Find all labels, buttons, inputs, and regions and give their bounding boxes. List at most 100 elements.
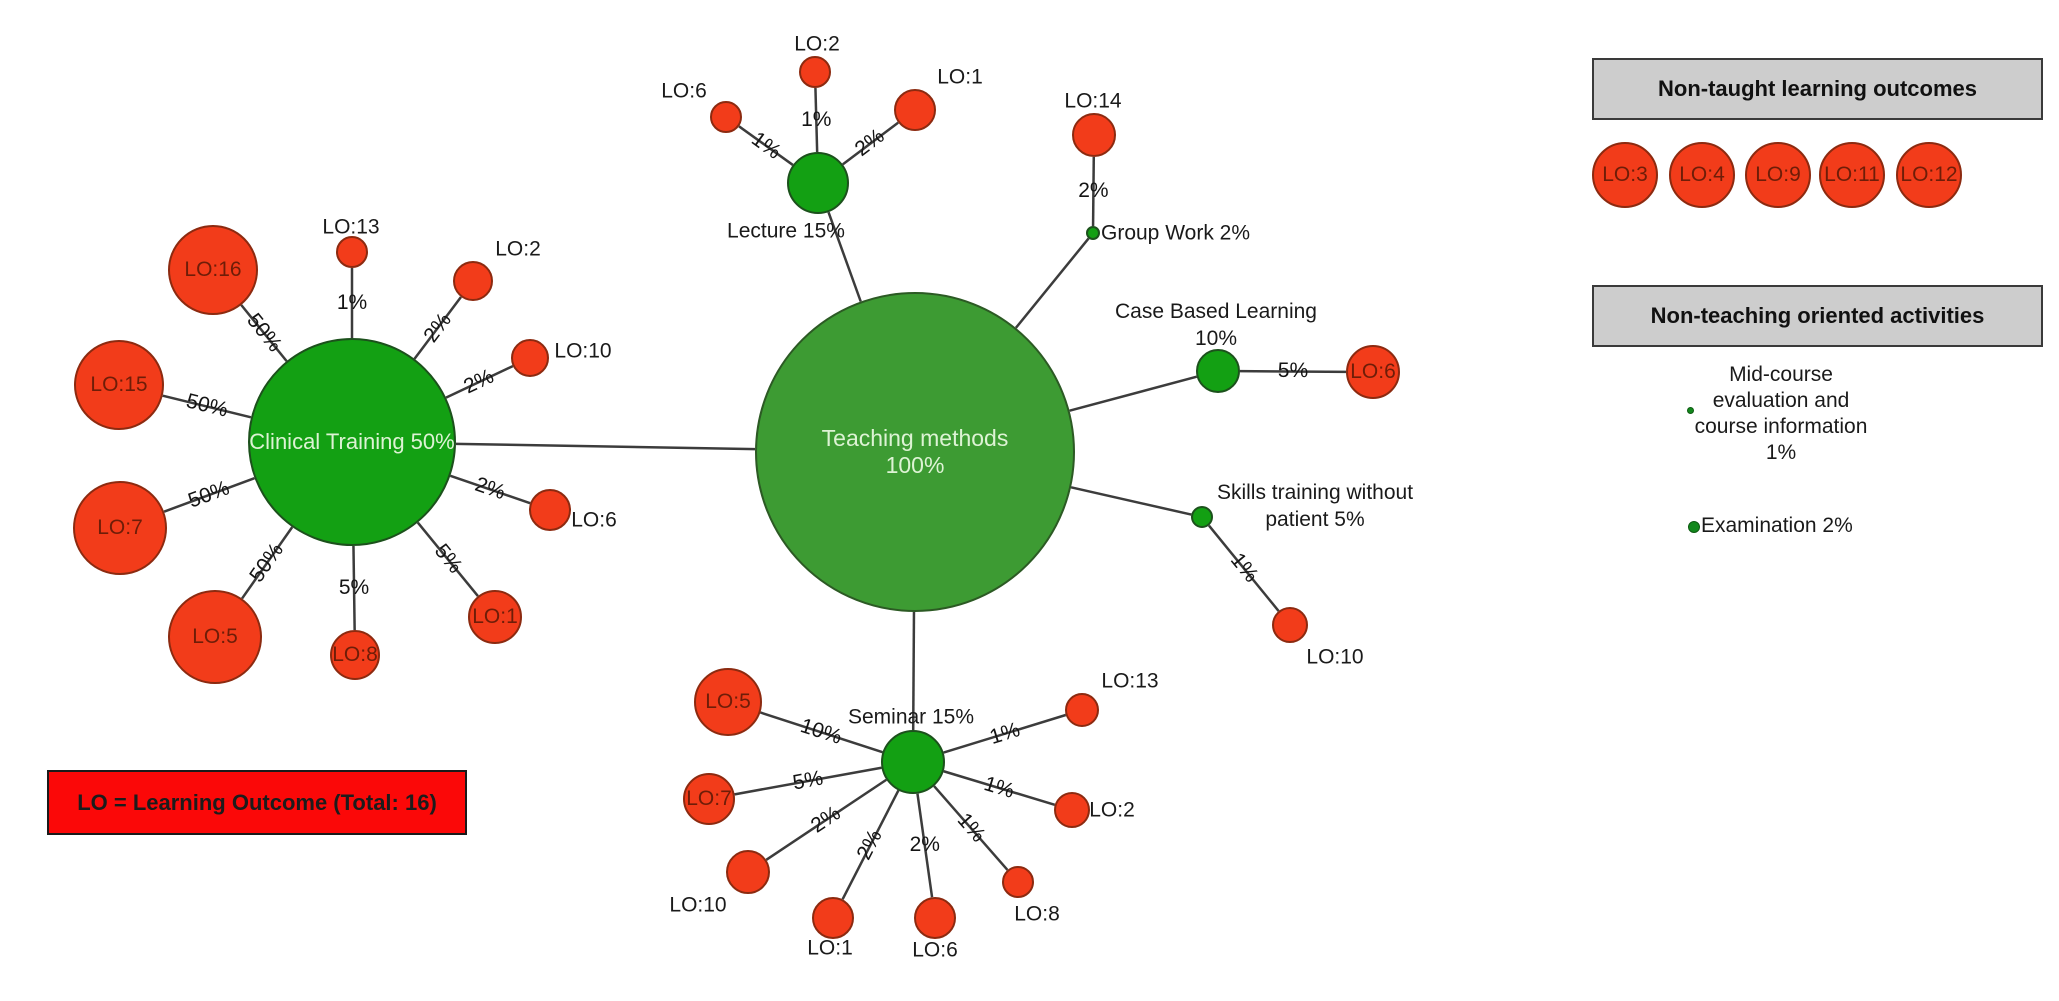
node-label-s13: LO:13 <box>1101 668 1158 695</box>
edge-label-seminar-s6: 2% <box>909 833 940 857</box>
edge-clinical-c16 <box>240 304 288 362</box>
edge-seminar-s10 <box>765 778 888 861</box>
node-teaching: Teaching methods 100% <box>755 292 1075 612</box>
midcourse-line-2: evaluation and <box>1712 389 1850 412</box>
node-s7: LO:7 <box>683 773 735 825</box>
node-label-line: LO:6 <box>912 938 958 962</box>
node-label-groupwork: Group Work 2% <box>1101 220 1250 247</box>
node-label-line: LO:1 <box>807 936 853 960</box>
node-cb6: LO:6 <box>1346 345 1400 399</box>
node-label-le6: LO:6 <box>661 78 707 105</box>
node-c1: LO:1 <box>468 590 522 644</box>
node-s6 <box>914 897 956 939</box>
node-c16: LO:16 <box>168 225 258 315</box>
edge-seminar-s5 <box>759 711 883 754</box>
node-inside-label: 100% <box>885 452 945 478</box>
node-label-skills: Skills training without patient 5% <box>1217 479 1413 533</box>
edge-seminar-s7 <box>734 766 882 796</box>
midcourse-line-3: course information <box>1694 415 1868 438</box>
node-clinical: Clinical Training 50% <box>248 338 456 546</box>
midcourse-line-4: 1% <box>1765 441 1797 464</box>
edge-teaching-lecture <box>827 211 862 302</box>
legend-circle-label: LO:9 <box>1755 162 1801 186</box>
edge-seminar-s1 <box>841 789 900 900</box>
node-label-s1: LO:1 <box>807 935 853 962</box>
node-casebased <box>1196 349 1240 393</box>
node-label-lecture: Lecture 15% <box>727 218 845 245</box>
node-label-line: LO:14 <box>1064 89 1122 113</box>
node-le1 <box>894 89 936 131</box>
edge-skills-sk10 <box>1207 524 1280 612</box>
edge-label-casebased-cb6: 5% <box>1277 359 1309 383</box>
examination-dot-icon <box>1688 521 1700 533</box>
edge-lecture-le1 <box>842 121 899 166</box>
edge-lecture-le6 <box>738 125 794 166</box>
legend-circle-label: LO:3 <box>1602 162 1648 186</box>
node-s5: LO:5 <box>694 668 762 736</box>
node-inside-label: LO:8 <box>332 642 378 666</box>
edge-label-clinical-c8: 5% <box>338 575 370 599</box>
node-label-le2: LO:2 <box>794 31 840 58</box>
edge-clinical-c6 <box>449 474 531 505</box>
node-sk10 <box>1272 607 1308 643</box>
edge-clinical-c10 <box>445 364 514 399</box>
node-inside-label: LO:15 <box>90 372 148 396</box>
edge-teaching-groupwork <box>1014 237 1090 329</box>
node-c6 <box>529 489 571 531</box>
legend-non-teaching-title: Non-teaching oriented activities <box>1650 303 1985 328</box>
node-inside-label: LO:5 <box>192 624 238 648</box>
node-label-s2: LO:2 <box>1089 797 1135 824</box>
node-s10 <box>726 850 770 894</box>
node-label-line: LO:13 <box>322 215 380 239</box>
node-label-line: Case Based Learning <box>1115 300 1317 323</box>
lo-note-text: LO = Learning Outcome (Total: 16) <box>77 789 437 815</box>
legend-circle-label: LO:4 <box>1679 162 1725 186</box>
edge-clinical-c2 <box>413 296 462 360</box>
node-label-g14: LO:14 <box>1064 88 1121 115</box>
node-s1 <box>812 897 854 939</box>
node-inside-label: LO:1 <box>472 604 518 628</box>
node-label-line: LO:2 <box>1089 798 1135 822</box>
node-label-s8: LO:8 <box>1014 901 1060 928</box>
node-inside-label: Teaching methods <box>821 424 1009 451</box>
node-label-line: LO:1 <box>937 65 983 89</box>
edge-clinical-c7 <box>163 476 255 513</box>
edge-label-lecture-le2: 1% <box>801 108 832 131</box>
edge-lecture-le2 <box>814 87 819 153</box>
edge-teaching-casebased <box>1069 375 1198 412</box>
node-s13 <box>1065 693 1099 727</box>
edge-seminar-s13 <box>943 713 1067 754</box>
edge-clinical-c15 <box>162 394 252 419</box>
legend-circle-lo9: LO:9 <box>1745 142 1811 208</box>
node-g14 <box>1072 113 1116 157</box>
node-c2 <box>453 261 493 301</box>
node-s8 <box>1002 866 1034 898</box>
node-label-line: Skills training without <box>1216 481 1414 504</box>
node-c5: LO:5 <box>168 590 262 684</box>
node-skills <box>1191 506 1213 528</box>
legend-non-teaching-box: Non-teaching oriented activities <box>1592 285 2043 347</box>
edge-clinical-c8 <box>352 545 356 631</box>
edge-seminar-s8 <box>933 785 1009 871</box>
node-inside-label: LO:7 <box>686 786 732 810</box>
midcourse-line-1: Mid-course <box>1729 363 1833 386</box>
node-seminar <box>881 730 945 794</box>
edge-seminar-s2 <box>943 770 1056 806</box>
node-label-c6: LO:6 <box>571 507 617 534</box>
node-c8: LO:8 <box>330 630 380 680</box>
node-label-c10: LO:10 <box>554 338 611 365</box>
node-label-line: Lecture 15% <box>727 219 845 243</box>
legend-non-taught-title: Non-taught learning outcomes <box>1658 76 1977 101</box>
edge-groupwork-g14 <box>1091 156 1096 227</box>
legend-circle-lo4: LO:4 <box>1669 142 1735 208</box>
node-inside-label: LO:5 <box>705 689 751 713</box>
node-le6 <box>710 101 742 133</box>
node-label-s6: LO:6 <box>912 937 958 964</box>
edge-casebased-cb6 <box>1239 369 1347 374</box>
node-c13 <box>336 236 368 268</box>
node-s2 <box>1054 792 1090 828</box>
legend-circle-lo3: LO:3 <box>1592 142 1658 208</box>
node-label-line: LO:2 <box>495 237 541 261</box>
node-label-casebased: Case Based Learning 10% <box>1115 298 1317 352</box>
